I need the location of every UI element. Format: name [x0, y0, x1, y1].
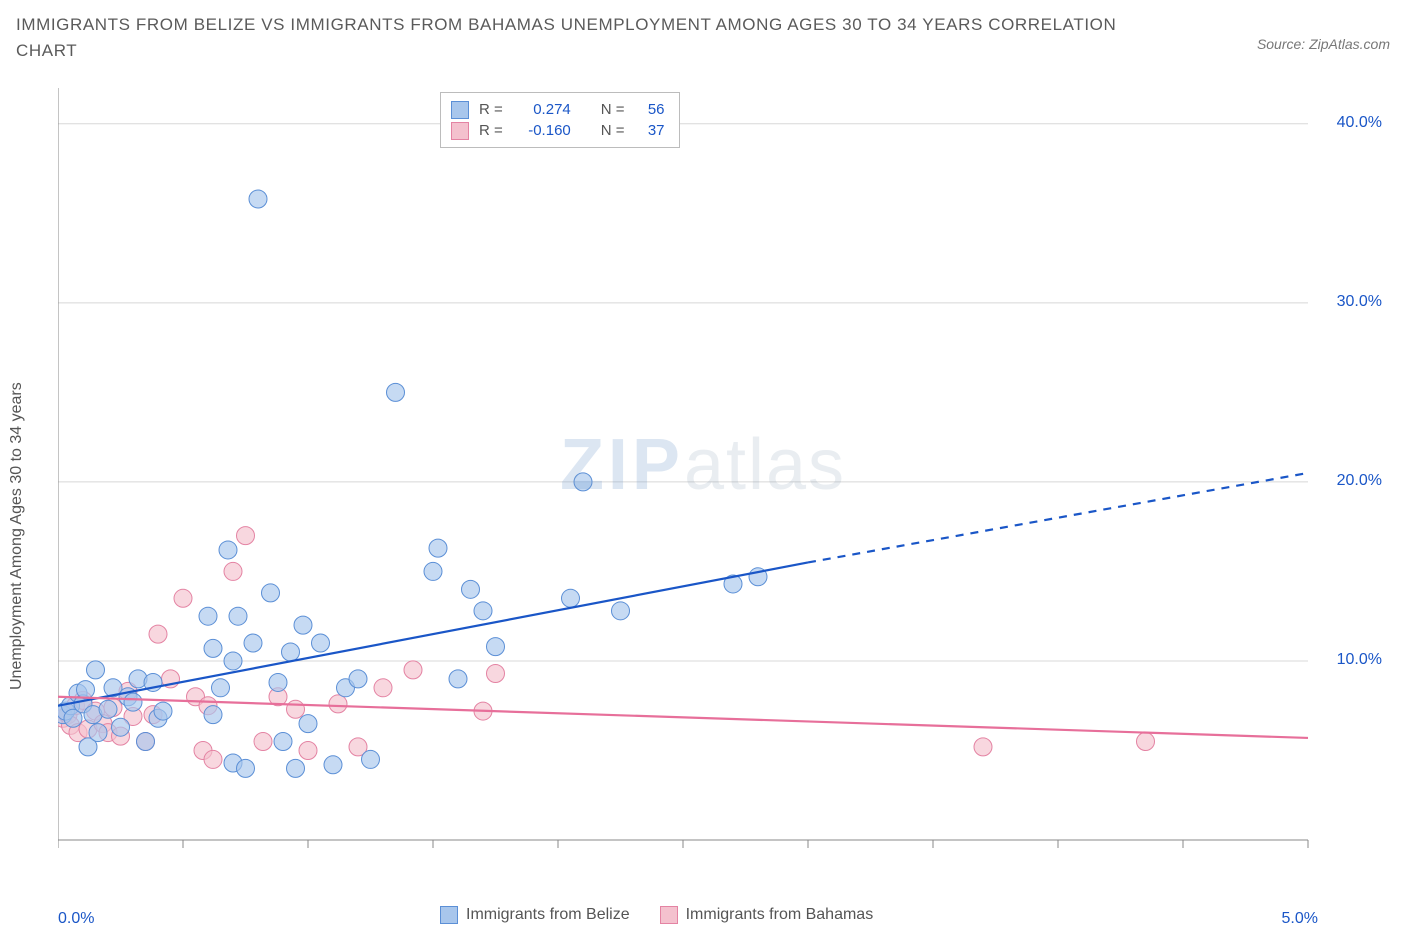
plot-area [58, 88, 1378, 868]
x-tick-label: 0.0% [58, 910, 94, 928]
scatter-chart [58, 88, 1378, 868]
bahamas-n-value: 37 [635, 120, 665, 141]
bahamas-r-value: -0.160 [513, 120, 571, 141]
belize-n-value: 56 [635, 99, 665, 120]
x-tick-label: 5.0% [1268, 910, 1318, 928]
swatch-bahamas [660, 906, 678, 924]
legend-label-bahamas: Immigrants from Bahamas [686, 906, 874, 924]
y-axis-label: Unemployment Among Ages 30 to 34 years [8, 382, 26, 690]
chart-title: IMMIGRANTS FROM BELIZE VS IMMIGRANTS FRO… [16, 12, 1136, 65]
r-equals-label: R = [479, 99, 503, 120]
y-tick-label: 40.0% [1312, 114, 1382, 132]
legend-item-bahamas: Immigrants from Bahamas [660, 906, 874, 924]
y-tick-label: 20.0% [1312, 472, 1382, 490]
swatch-bahamas [451, 122, 469, 140]
stats-legend: R = 0.274 N = 56 R = -0.160 N = 37 [440, 92, 680, 148]
n-equals-label: N = [601, 120, 625, 141]
swatch-belize [451, 101, 469, 119]
swatch-belize [440, 906, 458, 924]
belize-r-value: 0.274 [513, 99, 571, 120]
legend-row-bahamas: R = -0.160 N = 37 [451, 120, 665, 141]
r-equals-label: R = [479, 120, 503, 141]
n-equals-label: N = [601, 99, 625, 120]
y-tick-label: 30.0% [1312, 293, 1382, 311]
header-row: IMMIGRANTS FROM BELIZE VS IMMIGRANTS FRO… [16, 12, 1390, 65]
legend-row-belize: R = 0.274 N = 56 [451, 99, 665, 120]
source-attribution: Source: ZipAtlas.com [1257, 36, 1390, 52]
legend-label-belize: Immigrants from Belize [466, 906, 630, 924]
series-legend: Immigrants from Belize Immigrants from B… [440, 906, 873, 924]
chart-container: IMMIGRANTS FROM BELIZE VS IMMIGRANTS FRO… [0, 0, 1406, 930]
y-tick-label: 10.0% [1312, 651, 1382, 669]
legend-item-belize: Immigrants from Belize [440, 906, 630, 924]
